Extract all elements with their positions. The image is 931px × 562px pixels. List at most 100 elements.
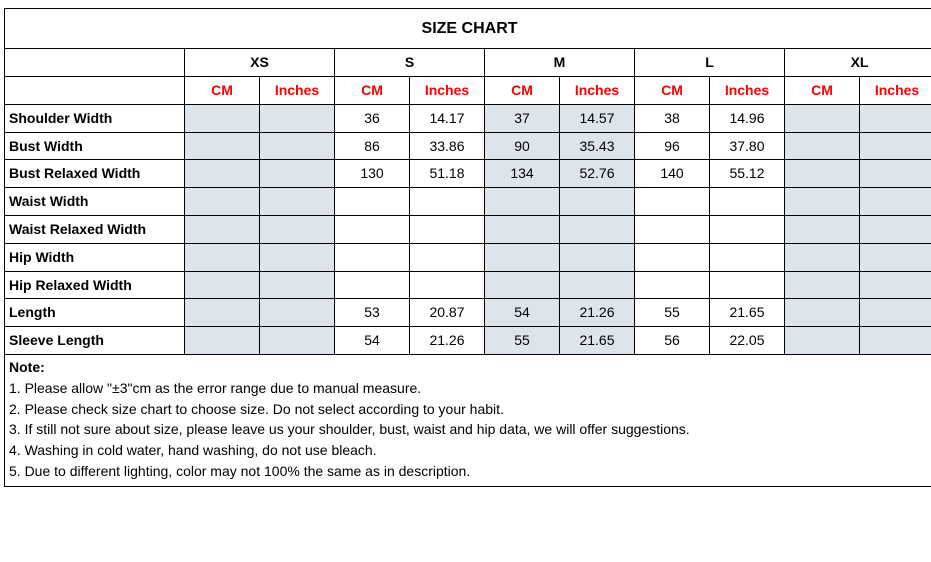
data-cell-cm [185,243,260,271]
data-cell-cm [335,215,410,243]
data-cell-cm [785,327,860,355]
row-label: Length [5,299,185,327]
unit-xs-cm: CM [185,76,260,104]
unit-s-cm: CM [335,76,410,104]
title-row: SIZE CHART [5,9,931,49]
data-cell-cm [485,271,560,299]
data-cell-inches [560,215,635,243]
table-row: Hip Relaxed Width [5,271,931,299]
unit-m-in: Inches [560,76,635,104]
data-cell-cm [335,243,410,271]
data-cell-inches [710,215,785,243]
note-row: 1. Please allow "±3"cm as the error rang… [5,378,931,399]
data-cell-cm: 86 [335,132,410,160]
table-row: Shoulder Width3614.173714.573814.96 [5,104,931,132]
data-cell-cm [785,215,860,243]
data-cell-inches [860,104,931,132]
data-cell-inches: 21.65 [560,327,635,355]
blank-corner [5,49,185,77]
table-row: Waist Width [5,188,931,216]
data-cell-inches [260,188,335,216]
data-cell-inches [410,243,485,271]
data-cell-inches: 21.26 [560,299,635,327]
data-cell-cm [185,132,260,160]
table-row: Bust Width8633.869035.439637.80 [5,132,931,160]
table-row: Length5320.875421.265521.65 [5,299,931,327]
row-label: Bust Width [5,132,185,160]
row-label: Waist Width [5,188,185,216]
data-cell-inches [860,243,931,271]
table-row: Waist Relaxed Width [5,215,931,243]
data-cell-inches: 51.18 [410,160,485,188]
data-cell-cm: 54 [485,299,560,327]
data-cell-cm [185,299,260,327]
data-cell-inches: 20.87 [410,299,485,327]
unit-xl-in: Inches [860,76,931,104]
data-cell-inches [260,327,335,355]
data-cell-inches: 52.76 [560,160,635,188]
data-cell-inches: 35.43 [560,132,635,160]
data-cell-cm [635,243,710,271]
data-cell-inches [710,188,785,216]
row-label: Hip Relaxed Width [5,271,185,299]
data-cell-cm [635,188,710,216]
data-cell-inches [260,243,335,271]
unit-l-cm: CM [635,76,710,104]
data-cell-cm [785,243,860,271]
data-cell-inches [860,160,931,188]
data-cell-cm: 53 [335,299,410,327]
data-cell-inches [860,188,931,216]
data-cell-cm [185,104,260,132]
unit-header-row: CM Inches CM Inches CM Inches CM Inches … [5,76,931,104]
data-cell-cm [335,271,410,299]
note-row: 3. If still not sure about size, please … [5,419,931,440]
size-header-xl: XL [785,49,931,77]
data-cell-inches: 21.26 [410,327,485,355]
data-cell-inches: 14.96 [710,104,785,132]
data-cell-inches [710,271,785,299]
data-cell-cm [785,188,860,216]
data-cell-inches [260,215,335,243]
table-row: Sleeve Length5421.265521.655622.05 [5,327,931,355]
data-cell-cm [635,271,710,299]
size-header-row: XS S M L XL [5,49,931,77]
data-cell-cm: 140 [635,160,710,188]
note-row: 5. Due to different lighting, color may … [5,461,931,486]
chart-title: SIZE CHART [5,9,931,49]
data-cell-cm [785,271,860,299]
data-cell-inches [260,160,335,188]
data-cell-inches [860,215,931,243]
data-cell-inches [710,243,785,271]
data-cell-inches [410,271,485,299]
unit-l-in: Inches [710,76,785,104]
data-cell-inches: 21.65 [710,299,785,327]
row-label: Bust Relaxed Width [5,160,185,188]
table-row: Bust Relaxed Width13051.1813452.7614055.… [5,160,931,188]
size-header-xs: XS [185,49,335,77]
unit-xs-in: Inches [260,76,335,104]
data-cell-inches [860,327,931,355]
row-label: Shoulder Width [5,104,185,132]
data-cell-cm [785,132,860,160]
data-cell-cm: 55 [485,327,560,355]
note-row: 4. Washing in cold water, hand washing, … [5,440,931,461]
note-line: 1. Please allow "±3"cm as the error rang… [5,378,931,399]
note-line: 3. If still not sure about size, please … [5,419,931,440]
data-cell-cm: 38 [635,104,710,132]
data-cell-inches [860,132,931,160]
data-cell-cm [185,271,260,299]
data-cell-cm [185,160,260,188]
note-line: 2. Please check size chart to choose siz… [5,399,931,420]
unit-s-in: Inches [410,76,485,104]
size-header-s: S [335,49,485,77]
data-cell-inches [260,271,335,299]
blank-corner-2 [5,76,185,104]
notes-header-row: Note: [5,354,931,377]
table-row: Hip Width [5,243,931,271]
size-header-l: L [635,49,785,77]
data-cell-cm: 56 [635,327,710,355]
data-cell-cm [785,299,860,327]
data-cell-inches [560,243,635,271]
data-cell-cm: 130 [335,160,410,188]
row-label: Hip Width [5,243,185,271]
